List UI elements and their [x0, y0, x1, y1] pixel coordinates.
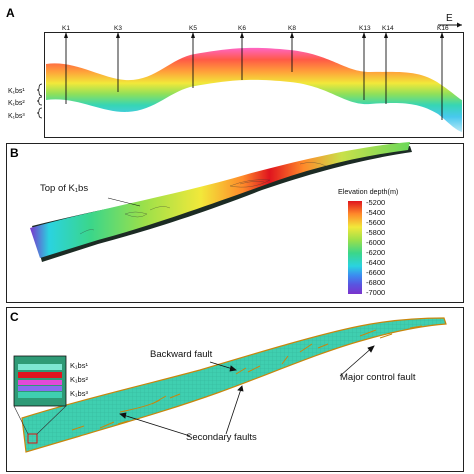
- svg-text:K8: K8: [288, 25, 296, 32]
- legend-tick: -6800: [366, 278, 386, 287]
- zone-label-3: K₁bs³: [8, 113, 25, 120]
- annotation-leaders: [119, 345, 375, 437]
- backward-fault-label: Backward fault: [150, 349, 213, 360]
- zone-label-2: K₁bs²: [8, 100, 25, 107]
- legend-tick: -6000: [366, 238, 386, 247]
- well-k8: K8: [288, 25, 296, 72]
- well-k5: K5: [189, 25, 197, 88]
- svg-text:K14: K14: [382, 25, 394, 32]
- panel-a-section: K1 K3 K5 K6 K8 K13 K14 K16 E: [8, 13, 462, 133]
- zone-label-1: K₁bs¹: [8, 88, 25, 95]
- well-k16: K16: [437, 25, 449, 120]
- svg-text:K3: K3: [114, 25, 122, 32]
- legend-tick: -6600: [366, 268, 386, 277]
- well-k14: K14: [382, 25, 394, 104]
- panel-c-label: C: [10, 310, 19, 324]
- secondary-faults-label: Secondary faults: [186, 432, 257, 443]
- panel-c-frame: [6, 307, 464, 472]
- surface-label: Top of K₁bs: [40, 183, 89, 194]
- inset-zone-label-1: K₁bs¹: [70, 361, 88, 370]
- surface-base: [32, 146, 412, 262]
- well-k1: K1: [62, 25, 70, 104]
- model-surface: [21, 317, 447, 453]
- svg-text:K13: K13: [359, 25, 371, 32]
- svg-text:K5: K5: [189, 25, 197, 32]
- surface-contours: [79, 162, 327, 235]
- legend-tick: -5600: [366, 218, 386, 227]
- panel-b-label: B: [10, 146, 19, 160]
- inset-zone-label-2: K₁bs²: [70, 375, 88, 384]
- svg-text:E: E: [446, 13, 453, 24]
- stratigraphy-inset: [13, 355, 67, 407]
- legend-tick: -6400: [366, 258, 386, 267]
- svg-text:K1: K1: [62, 25, 70, 32]
- inset-zone-label-3: K₁bs³: [70, 389, 88, 398]
- well-k6: K6: [238, 25, 246, 80]
- legend-tick: -5800: [366, 228, 386, 237]
- surface-top: [30, 142, 410, 258]
- well-k3: K3: [114, 25, 122, 92]
- svg-text:K6: K6: [238, 25, 246, 32]
- legend-colorbar: [348, 201, 362, 294]
- east-direction-arrow: E: [438, 13, 462, 28]
- panel-a-label: A: [6, 6, 15, 20]
- fault-traces: [71, 325, 423, 431]
- strata-band: [46, 47, 462, 133]
- legend-tick: -7000: [366, 288, 386, 297]
- inset-leader-1: [13, 405, 29, 435]
- zone-braces: [36, 83, 43, 119]
- legend-tick: -6200: [366, 248, 386, 257]
- inset-leader-2: [36, 405, 67, 435]
- svg-text:K16: K16: [437, 25, 449, 32]
- legend-tick: -5200: [366, 198, 386, 207]
- major-control-fault-label: Major control fault: [340, 372, 416, 383]
- legend-tick: -5400: [366, 208, 386, 217]
- inset-locator-box: [27, 433, 38, 444]
- surface-label-leader: [107, 197, 141, 207]
- legend-title: Elevation depth(m): [338, 187, 399, 196]
- well-k13: K13: [359, 25, 371, 100]
